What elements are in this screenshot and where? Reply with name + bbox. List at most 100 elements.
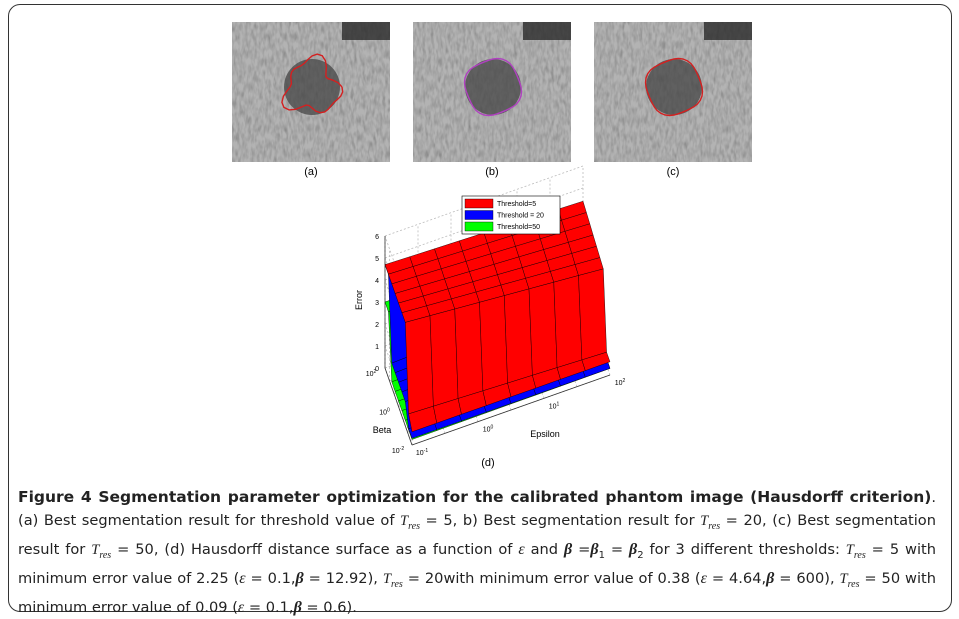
tick-exp: 2 (374, 369, 377, 375)
caption-text: β (295, 569, 304, 587)
panel-label: (a) (304, 166, 317, 178)
legend-swatch (464, 221, 494, 232)
epsilon-tick-label: 100 (483, 425, 494, 434)
tick-base: 10 (366, 371, 374, 378)
z-tick-label: 0 (375, 366, 379, 373)
segmentation-image (232, 22, 390, 162)
caption-text: = 0.6). (301, 598, 357, 616)
surface-patch (578, 268, 607, 361)
beta-tick-label: 102 (366, 369, 377, 378)
caption-text: β (293, 598, 302, 616)
caption-text: = 4.64, (706, 569, 767, 587)
image-corner (342, 22, 390, 40)
figure: (a) (b) (c)012345610210010-210-1100101102E… (232, 22, 752, 469)
beta-axis-label: Beta (373, 425, 392, 435)
caption-text: = (572, 540, 591, 558)
caption-text: T (700, 513, 709, 529)
tick-base: 10 (549, 403, 557, 410)
contour (281, 53, 344, 114)
tick-exp: 0 (491, 425, 494, 431)
epsilon-tick-label: 102 (615, 378, 626, 387)
image-corner (523, 22, 571, 40)
contour (463, 57, 523, 117)
caption-text: = 600), (774, 569, 840, 587)
axis-line (411, 374, 611, 446)
caption-text: β (766, 569, 775, 587)
caption-text: ε (239, 569, 246, 587)
caption-text: ε (518, 540, 525, 558)
caption-subscript: res (708, 520, 721, 532)
caption-text: T (400, 513, 409, 529)
epsilon-tick-label: 10-1 (416, 448, 428, 457)
caption-text: = 12.92), (303, 569, 383, 587)
z-tick-label: 4 (375, 278, 379, 285)
z-tick-label: 5 (375, 256, 379, 263)
legend-label: Threshold=50 (497, 224, 540, 231)
surface-patch (454, 302, 484, 399)
panel-label: (b) (485, 166, 498, 178)
segmentation-image (594, 22, 752, 162)
figure-frame (8, 4, 952, 612)
z-axis-label: Error (354, 290, 364, 310)
caption-text: = 50, (d) Hausdorff distance surface as … (111, 540, 519, 558)
lesion (646, 59, 702, 115)
epsilon-axis-label: Epsilon (530, 429, 560, 439)
epsilon-tick-label: 101 (549, 401, 560, 410)
tick-exp: -2 (400, 446, 405, 452)
caption-text: = 50 with minimum error value of 0.09 ( (18, 569, 936, 616)
caption-subscript: res (99, 549, 112, 561)
tick-base: 10 (615, 380, 623, 387)
tick-base: 10 (379, 410, 387, 417)
lesion (465, 59, 521, 115)
panel-label: (c) (667, 166, 680, 178)
caption-text: T (845, 541, 854, 558)
caption-text: T (91, 541, 100, 558)
segmentation-image (413, 22, 571, 162)
tick-exp: 1 (557, 401, 560, 407)
z-tick-label: 3 (375, 300, 379, 307)
surface (384, 200, 611, 433)
caption-text: for 3 different thresholds: (643, 540, 846, 558)
caption-text: = 0.1, (245, 569, 296, 587)
caption-text: T (382, 570, 391, 587)
caption-text: ε (237, 598, 245, 616)
tick-base: 10 (392, 448, 400, 455)
legend-swatch (464, 210, 494, 220)
caption-text: T (839, 570, 848, 587)
caption-text: β (564, 540, 573, 558)
caption: Figure 4 Segmentation parameter optimiza… (18, 486, 936, 619)
caption-subscript: 2 (637, 549, 644, 561)
tick-exp: 2 (623, 378, 626, 384)
caption-text: = 20with minimum error value of 0.38 ( (402, 569, 701, 587)
surface-patch (553, 275, 583, 368)
caption-text: β (629, 540, 638, 558)
contour (644, 57, 704, 117)
caption-text: = 5, b) Best segmentation result for (420, 512, 701, 529)
lesion (284, 59, 340, 115)
legend-label: Threshold = 20 (497, 213, 544, 220)
caption-subscript: res (408, 520, 420, 532)
caption-text: = 20, (c) Best segmentation result for (18, 512, 936, 558)
caption-subscript: res (390, 578, 403, 590)
axis-line (384, 367, 413, 446)
surface-patch (528, 281, 558, 376)
caption-text: β (590, 540, 599, 558)
beta-tick-label: 100 (379, 408, 390, 417)
surface-patch (479, 295, 508, 392)
caption-subscript: 1 (598, 549, 605, 561)
tick-exp: -1 (424, 448, 429, 454)
beta-tick-label: 10-2 (392, 446, 404, 455)
image-corner (704, 22, 752, 40)
surface-patch (405, 315, 434, 415)
surface-patch (581, 351, 611, 371)
caption-text: and (524, 540, 564, 558)
surface-patch (504, 288, 533, 384)
tick-base: 10 (416, 450, 424, 457)
caption-text: = 0.1, (244, 598, 294, 616)
caption-text: = 5 with minimum error value of 2.25 ( (18, 540, 937, 587)
caption-title: Figure 4 Segmentation parameter optimiza… (18, 488, 932, 506)
z-tick-label: 2 (375, 322, 379, 329)
legend-label: Threshold=5 (497, 201, 536, 208)
caption-text: ε (700, 569, 707, 587)
